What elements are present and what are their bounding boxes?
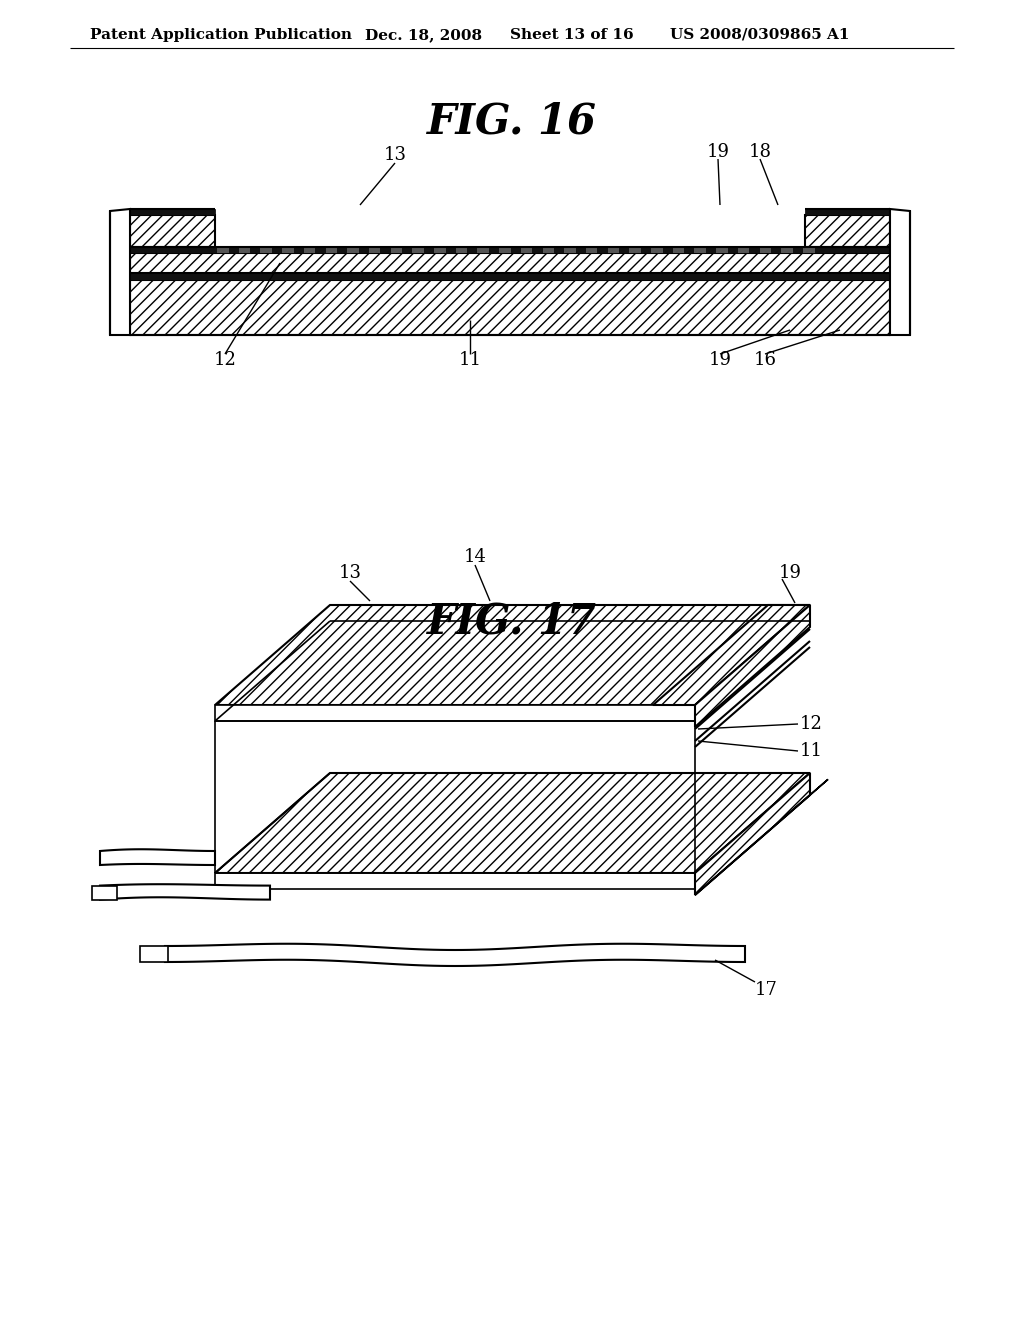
Bar — [805, 209, 890, 215]
Text: Patent Application Publication: Patent Application Publication — [90, 28, 352, 42]
Text: 11: 11 — [459, 351, 481, 370]
Bar — [586, 247, 597, 253]
Text: Sheet 13 of 16: Sheet 13 of 16 — [510, 28, 634, 42]
Text: 12: 12 — [800, 715, 823, 733]
Bar — [803, 247, 814, 253]
Polygon shape — [165, 944, 745, 966]
Bar — [130, 215, 215, 247]
Bar — [369, 247, 381, 253]
Polygon shape — [100, 884, 270, 900]
Bar — [434, 247, 445, 253]
Text: US 2008/0309865 A1: US 2008/0309865 A1 — [670, 28, 850, 42]
Bar — [347, 247, 358, 253]
Text: 14: 14 — [464, 548, 486, 566]
Polygon shape — [215, 705, 695, 721]
Polygon shape — [695, 774, 810, 895]
Text: 13: 13 — [384, 147, 407, 164]
Bar — [239, 247, 250, 253]
Polygon shape — [92, 886, 117, 900]
Text: 13: 13 — [339, 564, 361, 582]
Polygon shape — [215, 873, 695, 888]
Polygon shape — [890, 209, 910, 335]
Bar — [716, 247, 728, 253]
Bar — [651, 247, 663, 253]
Bar — [760, 247, 771, 253]
Bar — [694, 247, 706, 253]
Text: 19: 19 — [709, 351, 731, 370]
Bar — [738, 247, 750, 253]
Polygon shape — [695, 605, 810, 727]
Text: 18: 18 — [749, 143, 771, 161]
Polygon shape — [695, 779, 828, 895]
Polygon shape — [100, 849, 215, 865]
Text: 17: 17 — [755, 981, 778, 999]
Bar — [326, 247, 337, 253]
Bar — [390, 247, 402, 253]
Polygon shape — [110, 209, 130, 335]
Text: 11: 11 — [800, 742, 823, 760]
Bar — [607, 247, 620, 253]
Polygon shape — [215, 774, 810, 873]
Text: 19: 19 — [707, 143, 729, 161]
Bar — [130, 247, 890, 253]
Bar — [781, 247, 793, 253]
Bar — [456, 247, 467, 253]
Bar — [499, 247, 511, 253]
Bar — [630, 247, 641, 253]
Text: FIG. 16: FIG. 16 — [427, 100, 597, 143]
Text: 16: 16 — [754, 351, 776, 370]
Text: FIG. 17: FIG. 17 — [427, 601, 597, 642]
Bar — [260, 247, 272, 253]
Polygon shape — [140, 946, 168, 962]
Bar — [543, 247, 554, 253]
Polygon shape — [695, 605, 810, 721]
Bar — [217, 247, 228, 253]
Text: 12: 12 — [214, 351, 237, 370]
Bar — [477, 247, 488, 253]
Bar — [130, 253, 890, 273]
Bar — [564, 247, 575, 253]
Bar — [130, 209, 215, 215]
Bar — [521, 247, 532, 253]
Polygon shape — [653, 605, 810, 705]
Text: 19: 19 — [778, 564, 802, 582]
Bar — [805, 215, 890, 247]
Polygon shape — [695, 774, 810, 888]
Bar — [130, 280, 890, 335]
Bar — [130, 273, 890, 280]
Bar — [673, 247, 684, 253]
Bar — [282, 247, 294, 253]
Bar — [413, 247, 424, 253]
Text: Dec. 18, 2008: Dec. 18, 2008 — [365, 28, 482, 42]
Polygon shape — [215, 605, 810, 705]
Bar — [304, 247, 315, 253]
